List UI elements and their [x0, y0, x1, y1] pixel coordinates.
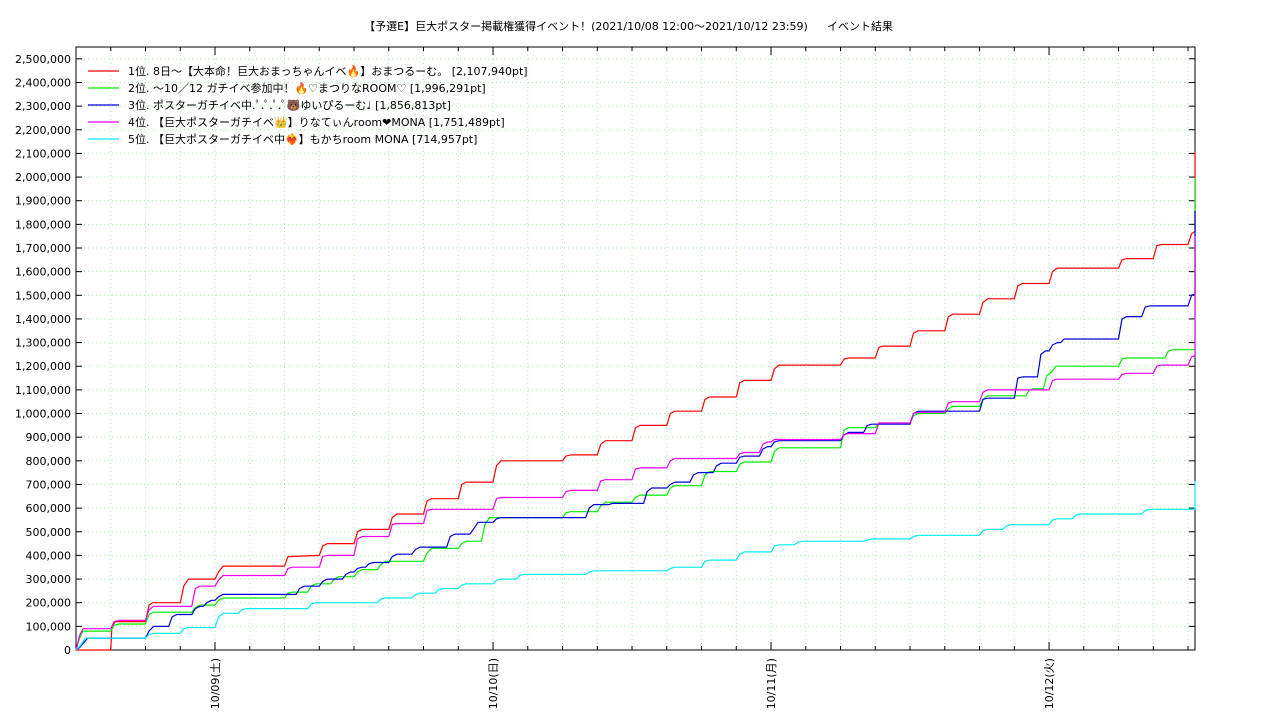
y-tick-label: 1,700,000 — [15, 242, 71, 255]
x-tick-label: 10/11(月) — [765, 658, 778, 709]
series-line-5 — [75, 480, 1196, 651]
y-tick-label: 800,000 — [26, 455, 72, 468]
chart-title: 【予選E】巨大ポスター掲載権獲得イベント！(2021/10/08 12:00〜2… — [364, 19, 808, 33]
x-tick-label: 10/10(日) — [487, 658, 500, 709]
y-tick-label: 1,100,000 — [15, 384, 71, 397]
y-tick-label: 2,200,000 — [15, 124, 71, 137]
grid — [76, 47, 1195, 650]
y-tick-label: 200,000 — [26, 597, 72, 610]
y-tick-label: 1,500,000 — [15, 289, 71, 302]
legend-label-2: 2位. 〜10／12 ガチイベ参加中！🔥♡まつりなROOM♡ [1,996,29… — [128, 81, 486, 95]
y-tick-label: 1,300,000 — [15, 337, 71, 350]
y-axis: 0 100,000 200,000 300,000 400,000 500,000 600,… — [15, 53, 1195, 657]
y-tick-label: 600,000 — [26, 502, 72, 515]
y-tick-label: 300,000 — [26, 573, 72, 586]
y-tick-label: 2,000,000 — [15, 171, 71, 184]
x-tick-label: 10/09(土) — [209, 658, 222, 709]
series-line-3 — [75, 210, 1196, 651]
series-line-4 — [75, 235, 1196, 651]
legend-label-5: 5位. 【巨大ポスターガチイベ中❤‍🔥】もかちroom MONA [714,95… — [128, 132, 477, 146]
y-tick-label: 2,300,000 — [15, 100, 71, 113]
y-tick-label: 0 — [64, 644, 71, 657]
x-tick-label: 10/12(火) — [1043, 658, 1056, 709]
y-tick-label: 2,500,000 — [15, 53, 71, 66]
y-tick-label: 1,800,000 — [15, 218, 71, 231]
series-layer — [75, 151, 1196, 651]
x-axis: 10/09(土)10/10(日)10/11(月)10/12(火)10/13(水) — [110, 47, 1189, 709]
series-line-2 — [75, 178, 1196, 651]
y-tick-label: 500,000 — [26, 526, 72, 539]
legend-label-3: 3位. ポスターガチイベ中.ﾟ.ﾟ.ﾟ.ﾟ🐻ゆいぴるーむ♩ [1,856,813… — [128, 98, 451, 112]
legend-label-1: 1位. 8日〜【大本命！巨大おまっちゃんイベ🔥】おまつるーむ。 [2,107,9… — [128, 64, 528, 78]
y-tick-label: 2,400,000 — [15, 76, 71, 89]
chart-subtitle: イベント結果 — [827, 19, 893, 33]
y-tick-label: 1,400,000 — [15, 313, 71, 326]
y-tick-label: 900,000 — [26, 431, 72, 444]
y-tick-label: 400,000 — [26, 549, 72, 562]
y-tick-label: 1,200,000 — [15, 360, 71, 373]
legend-label-4: 4位. 【巨大ポスターガチイベ👑】りなてぃんroom❤MONA [1,751,4… — [128, 115, 505, 129]
y-tick-label: 100,000 — [26, 620, 72, 633]
series-line-1 — [76, 151, 1196, 651]
y-tick-label: 2,100,000 — [15, 147, 71, 160]
y-tick-label: 1,900,000 — [15, 195, 71, 208]
legend: 1位. 8日〜【大本命！巨大おまっちゃんイベ🔥】おまつるーむ。 [2,107,9… — [88, 64, 528, 146]
y-tick-label: 1,600,000 — [15, 266, 71, 279]
y-tick-label: 1,000,000 — [15, 408, 71, 421]
y-tick-label: 700,000 — [26, 478, 72, 491]
